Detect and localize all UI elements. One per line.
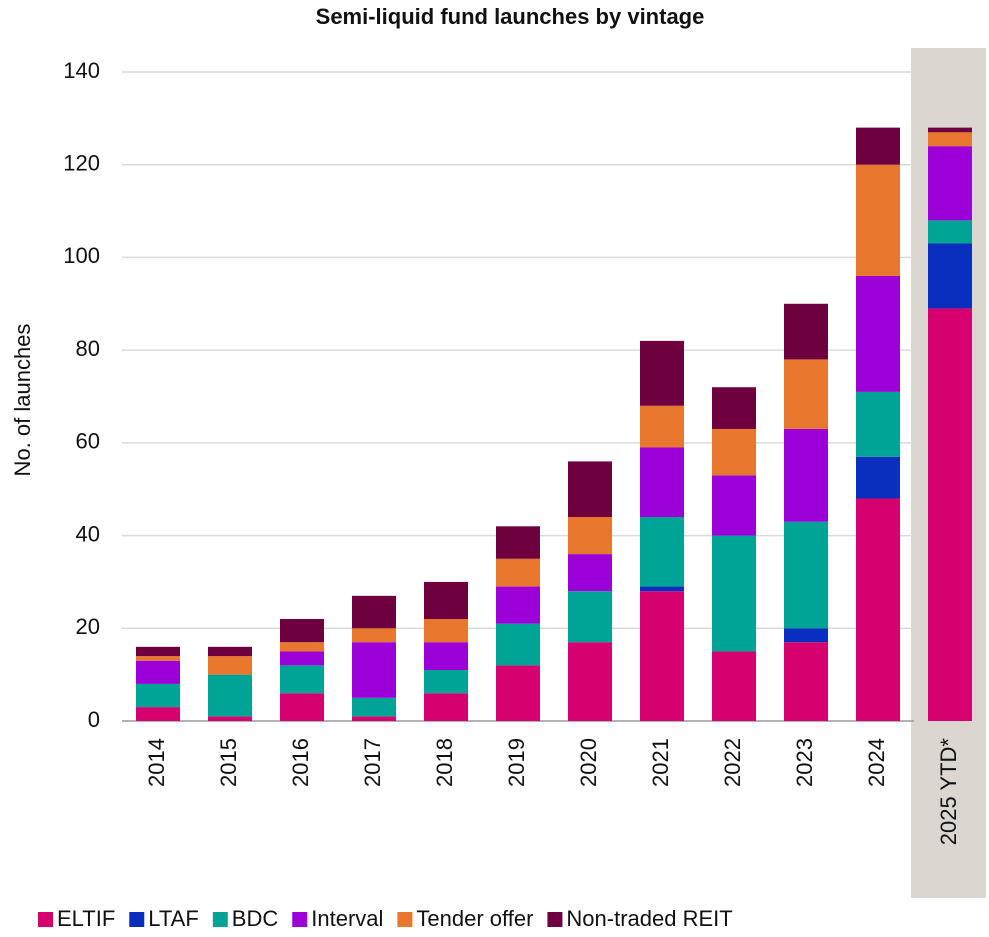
legend-swatch	[292, 912, 308, 927]
bar-segment	[640, 447, 684, 518]
bar-segment	[568, 517, 612, 555]
bar-segment	[280, 651, 324, 666]
bar-segment	[784, 359, 828, 429]
bar-segment	[856, 275, 900, 392]
bar-segment	[856, 391, 900, 457]
legend-swatch	[547, 912, 563, 927]
bar-segment	[280, 642, 324, 652]
bar-segment	[496, 665, 540, 721]
bar-segment	[208, 674, 252, 717]
bar-segment	[712, 651, 756, 721]
bar-segment	[496, 586, 540, 624]
legend-label: BDC	[232, 906, 279, 931]
chart-title: Semi-liquid fund launches by vintage	[316, 4, 705, 29]
bar-segment	[424, 670, 468, 694]
bar-segment	[640, 405, 684, 448]
bar-segment	[136, 656, 180, 661]
bar-segment	[928, 127, 972, 133]
bar-segment	[784, 628, 828, 643]
x-tick-label: 2021	[648, 738, 673, 787]
bar-segment	[856, 164, 900, 276]
y-tick-label: 20	[76, 614, 100, 639]
bar-segment	[712, 535, 756, 652]
bar-segment	[784, 303, 828, 360]
legend-swatch	[397, 912, 413, 927]
y-tick-label: 120	[63, 151, 100, 176]
bar-segment	[208, 646, 252, 657]
x-tick-label: 2014	[144, 738, 169, 787]
legend-label: LTAF	[148, 906, 199, 931]
x-tick-label: 2020	[576, 738, 601, 787]
x-tick-label: 2018	[432, 738, 457, 787]
bar-segment	[136, 707, 180, 721]
bar-segment	[568, 591, 612, 643]
bar-segment	[496, 558, 540, 587]
x-tick-label: 2024	[864, 738, 889, 787]
y-tick-label: 0	[88, 707, 100, 732]
bar-segment	[352, 697, 396, 717]
legend-swatch	[38, 912, 53, 927]
bar-segment	[712, 428, 756, 476]
bar-segment	[928, 220, 972, 244]
bar-segment	[928, 243, 972, 309]
bar-segment	[352, 595, 396, 629]
bar-segment	[136, 660, 180, 684]
bar-segment	[496, 526, 540, 559]
x-tick-label: 2015	[216, 738, 241, 787]
bar-segment	[424, 619, 468, 643]
bar-segment	[640, 517, 684, 587]
legend-label: Interval	[311, 906, 383, 931]
bar-segment	[280, 665, 324, 694]
bar-segment	[208, 656, 252, 675]
x-tick-label: 2017	[360, 738, 385, 787]
bar-segment	[136, 683, 180, 708]
bar-segment	[928, 132, 972, 147]
bar-segment	[568, 554, 612, 592]
x-tick-label: 2019	[504, 738, 529, 787]
bar-segment	[136, 646, 180, 657]
bar-segment	[208, 716, 252, 721]
y-tick-label: 100	[63, 243, 100, 268]
legend-label: Tender offer	[416, 906, 533, 931]
bar-segment	[424, 581, 468, 620]
bar-segment	[424, 693, 468, 721]
legend-swatch	[212, 912, 228, 927]
bar-segment	[424, 642, 468, 671]
x-tick-label: 2023	[792, 738, 817, 787]
bar-segment	[928, 146, 972, 221]
bar-segment	[856, 456, 900, 499]
x-tick-label: 2025 YTD*	[936, 738, 961, 846]
bar-segment	[352, 642, 396, 698]
bar-segment	[640, 586, 684, 592]
bar-segment	[712, 387, 756, 429]
bar-segment	[640, 591, 684, 721]
bar-segment	[712, 475, 756, 536]
bar-segment	[856, 127, 900, 165]
y-tick-label: 80	[76, 336, 100, 361]
bar-segment	[856, 498, 900, 721]
x-tick-label: 2016	[288, 738, 313, 787]
bar-segment	[280, 693, 324, 721]
y-tick-label: 60	[76, 429, 100, 454]
y-axis-label: No. of launches	[10, 324, 35, 477]
bar-segment	[496, 623, 540, 666]
y-tick-label: 40	[76, 521, 100, 546]
bar-segment	[784, 521, 828, 629]
legend-label: Non-traded REIT	[566, 906, 732, 931]
x-tick-label: 2022	[720, 738, 745, 787]
bar-segment	[568, 642, 612, 721]
y-tick-label: 140	[63, 58, 100, 83]
bar-segment	[280, 619, 324, 643]
bar-segment	[640, 340, 684, 406]
bar-segment	[352, 628, 396, 643]
bar-segment	[784, 428, 828, 522]
bar-segment	[928, 308, 972, 721]
bar-segment	[568, 461, 612, 518]
legend-swatch	[129, 912, 145, 927]
bar-segment	[352, 716, 396, 721]
legend-label: ELTIF	[57, 906, 115, 931]
bar-segment	[784, 642, 828, 721]
